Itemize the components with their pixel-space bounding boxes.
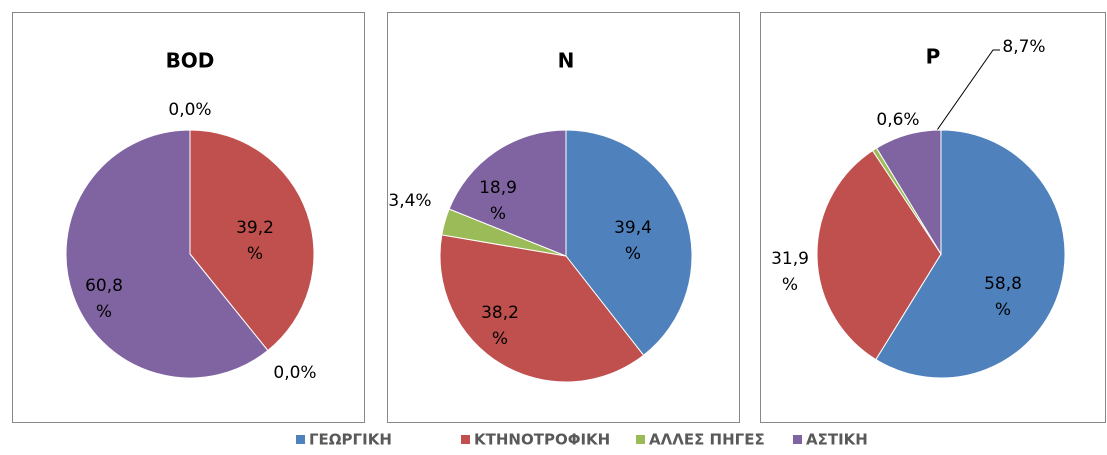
data-label: 0,6% xyxy=(876,110,919,130)
data-label: 3,4% xyxy=(388,191,431,211)
data-label: 58,8% xyxy=(984,274,1022,320)
data-label: 60,8% xyxy=(85,276,123,322)
legend-label: ΑΛΛΕΣ ΠΗΓΕΣ xyxy=(649,431,765,449)
data-label: 38,2% xyxy=(481,303,519,349)
chart-title: BOD xyxy=(166,49,215,73)
data-label: 31,9% xyxy=(771,249,809,295)
pie-slice xyxy=(65,129,269,379)
pie-slice xyxy=(816,149,942,361)
data-label: 0,0% xyxy=(168,100,211,120)
data-label: 39,4% xyxy=(614,218,652,264)
legend-swatch xyxy=(296,435,305,444)
data-label: 39,2% xyxy=(236,218,274,264)
pie-slice xyxy=(875,129,1066,379)
legend-label: ΓΕΩΡΓΙΚΗ xyxy=(309,431,392,449)
leader-line xyxy=(934,49,1000,134)
data-label: 0,0% xyxy=(273,363,316,383)
pie-slice xyxy=(565,129,693,356)
data-label: 18,9% xyxy=(479,178,517,224)
legend-swatch xyxy=(793,435,802,444)
pie-slice xyxy=(439,234,645,383)
legend-swatch xyxy=(636,435,645,444)
chart-title: P xyxy=(926,45,941,69)
legend-label: ΚΤΗΝΟΤΡΟΦΙΚΗ xyxy=(474,431,610,449)
pie-slice xyxy=(448,129,567,257)
pie-slice xyxy=(189,129,315,352)
chart-title: N xyxy=(558,49,575,73)
pie-slice xyxy=(875,129,942,256)
legend-swatch xyxy=(461,435,470,444)
data-label: 8,7% xyxy=(1002,37,1045,57)
legend-label: ΑΣΤΙΚΗ xyxy=(806,431,868,449)
